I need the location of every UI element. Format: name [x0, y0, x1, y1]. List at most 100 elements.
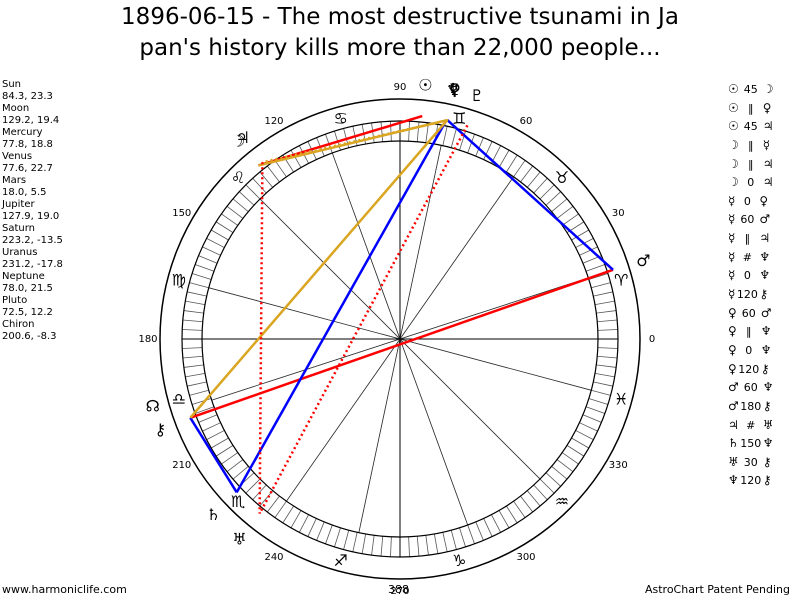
tick-mark — [520, 495, 534, 513]
tick-mark — [183, 310, 204, 314]
aspect-angle: 60 — [740, 213, 755, 227]
planet-name-mars: Mars — [2, 175, 27, 186]
planet-name-venus: Venus — [2, 151, 33, 162]
aspect-list: ☉ 45 ☽ ☉ ‖ ♀ ☉ 45 ♃ ☽ ‖ ☿ ☽ ‖ ♃ ☽ 0 ♃ ☿ 0 ♀ ☿ 60 ♂ ☿ ‖ ♃ ☿ # ♆ ☿ 0 ♆ ☿ 120… — [728, 80, 774, 490]
tick-mark — [290, 150, 302, 168]
tick-mark — [408, 121, 410, 142]
tick-mark — [239, 191, 255, 206]
aspect-planet-b: ♆ — [760, 342, 772, 357]
tick-mark — [215, 445, 234, 457]
tick-mark — [182, 347, 203, 349]
tick-mark — [597, 329, 618, 331]
sign-taurus-icon: ♉ — [555, 168, 569, 187]
tick-mark — [526, 490, 541, 507]
tick-mark — [266, 165, 280, 183]
aspect-row: ☿ 0 ♀ — [728, 192, 774, 211]
tick-mark — [459, 527, 466, 548]
aspect-angle: 120 — [736, 288, 758, 302]
tick-mark — [380, 536, 384, 557]
aspect-line — [189, 119, 449, 419]
planet-glyphs: ☉ ☽ ☿♀ ♂ ♃ ♄ ♅ ♆ ♇ ⚷ ☊ — [146, 75, 651, 548]
aspect-line — [258, 162, 264, 514]
degree-label: 120 — [264, 116, 283, 127]
tick-mark — [571, 229, 589, 241]
tick-mark — [551, 198, 568, 213]
aspect-angle: ‖ — [748, 138, 754, 152]
tick-mark — [597, 319, 618, 323]
tick-mark — [215, 221, 234, 233]
aspect-planet-b: ♀ — [759, 193, 769, 208]
tick-mark — [539, 478, 555, 494]
planet-name-chiron: Chiron — [2, 319, 35, 330]
tick-mark — [298, 514, 309, 533]
tick-mark — [467, 134, 475, 154]
aspect-angle: 180 — [740, 399, 762, 413]
tick-mark — [416, 121, 420, 142]
uranus-icon: ♅ — [232, 530, 246, 549]
degree-label: 60 — [520, 116, 533, 127]
tick-mark — [343, 530, 350, 550]
tick-mark — [334, 527, 341, 548]
sign-aquarius-icon: ♒ — [555, 492, 569, 511]
aspect-line — [258, 124, 469, 515]
tick-mark — [593, 291, 613, 297]
tick-mark — [585, 406, 605, 414]
node-icon: ☊ — [146, 396, 160, 415]
tick-mark — [575, 430, 594, 441]
tick-inner-circle — [201, 140, 599, 538]
aspect-row: ☉ 45 ☽ — [728, 80, 774, 99]
tick-mark — [185, 372, 206, 378]
house-cusps — [182, 121, 618, 557]
aspect-planet-a: ☽ — [728, 175, 739, 190]
tick-mark — [571, 437, 589, 449]
pluto-icon: ♇ — [470, 86, 484, 105]
neptune-icon: ♆ — [446, 80, 460, 99]
tick-mark — [221, 213, 239, 226]
planet-values-sun: 84.3, 23.3 — [2, 91, 53, 102]
tick-mark — [195, 406, 215, 414]
tick-mark — [380, 121, 384, 142]
aspect-row: ♀ 0 ♆ — [728, 341, 774, 360]
planet-values-mercury: 77.8, 18.8 — [2, 139, 53, 150]
aspect-planet-b: ♃ — [762, 175, 774, 190]
aspect-angle: 150 — [740, 437, 762, 451]
tick-mark — [245, 184, 261, 200]
tick-mark — [182, 319, 203, 323]
tick-mark — [316, 521, 325, 541]
sign-capricorn-icon: ♑ — [452, 551, 466, 570]
tick-mark — [597, 347, 618, 349]
aspect-row: ♀ ‖ ♆ — [728, 322, 774, 341]
venus-icon: ♀ — [449, 80, 461, 99]
degree-label: 210 — [172, 460, 191, 471]
tick-mark — [551, 465, 568, 480]
aspect-planet-b: ♆ — [762, 436, 774, 451]
mercury-icon: ☿ — [449, 80, 459, 99]
aspect-angle: ‖ — [748, 101, 754, 115]
tick-mark — [588, 398, 609, 405]
tick-mark — [352, 532, 358, 552]
tick-mark — [226, 205, 244, 219]
planet-values-saturn: 223.2, -13.5 — [2, 235, 63, 246]
planet-values-venus: 77.6, 22.7 — [2, 163, 53, 174]
aspect-row: ♂ 180 ⚷ — [728, 397, 774, 416]
tick-mark — [539, 184, 555, 200]
planet-name-mercury: Mercury — [2, 127, 43, 138]
aspect-planet-a: ♄ — [728, 436, 739, 451]
aspect-planet-b: ♂ — [759, 212, 771, 227]
tick-mark — [371, 535, 375, 556]
aspect-row: ☿ 120 ⚷ — [728, 285, 774, 304]
sign-aries-icon: ♈ — [614, 271, 628, 290]
tick-mark — [597, 355, 618, 359]
aspect-angle: ‖ — [746, 325, 752, 339]
sign-scorpio-icon: ♏ — [231, 492, 245, 511]
sign-libra-icon: ♎ — [172, 389, 186, 408]
sign-sagittarius-icon: ♐ — [334, 551, 348, 570]
tick-mark — [259, 171, 274, 188]
sign-virgo-icon: ♍ — [172, 271, 186, 290]
aspect-angle: # — [746, 418, 756, 432]
degree-label: 240 — [264, 552, 283, 563]
tick-mark — [450, 128, 457, 148]
saturn-icon: ♄ — [206, 505, 220, 524]
aspect-row: ☿ 60 ♂ — [728, 210, 774, 229]
aspect-row: ♄ 150 ♆ — [728, 434, 774, 453]
